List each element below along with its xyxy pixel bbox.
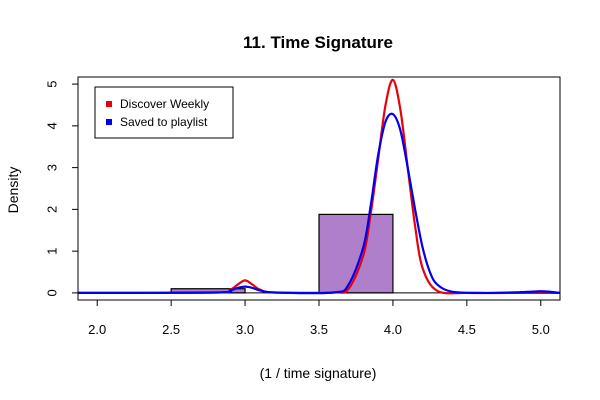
chart-title: 11. Time Signature <box>243 33 393 52</box>
histogram-bars <box>78 213 560 294</box>
x-tick-label-3: 3.5 <box>310 322 328 337</box>
y-tick-label-5: 5 <box>45 80 60 87</box>
x-tick-label-0: 2.0 <box>88 322 106 337</box>
legend-box <box>94 86 234 139</box>
x-tick-label-1: 2.5 <box>162 322 180 337</box>
legend: Discover Weekly Saved to playlist <box>94 86 234 139</box>
x-tick-label-5: 4.5 <box>458 322 476 337</box>
axes: 2.0 2.5 3.0 3.5 4.0 4.5 5.0 0 1 2 3 4 5 <box>45 76 561 337</box>
density-curves <box>78 78 560 295</box>
x-axis-label: (1 / time signature) <box>260 365 377 381</box>
histogram-bar-2 <box>318 213 394 294</box>
y-tick-label-3: 3 <box>45 164 60 171</box>
density-curve-1 <box>78 112 560 295</box>
legend-label-0: Discover Weekly <box>120 97 209 111</box>
legend-swatch-0 <box>106 101 112 107</box>
y-tick-label-4: 4 <box>45 122 60 129</box>
y-axis-label: Density <box>5 167 21 214</box>
legend-label-1: Saved to playlist <box>120 115 208 129</box>
x-tick-label-2: 3.0 <box>236 322 254 337</box>
y-tick-label-1: 1 <box>45 248 60 255</box>
legend-swatch-1 <box>106 119 112 125</box>
x-tick-label-6: 5.0 <box>532 322 550 337</box>
density-curve-0 <box>78 78 560 295</box>
y-tick-label-2: 2 <box>45 206 60 213</box>
x-tick-label-4: 4.0 <box>384 322 402 337</box>
y-tick-label-0: 0 <box>45 289 60 296</box>
